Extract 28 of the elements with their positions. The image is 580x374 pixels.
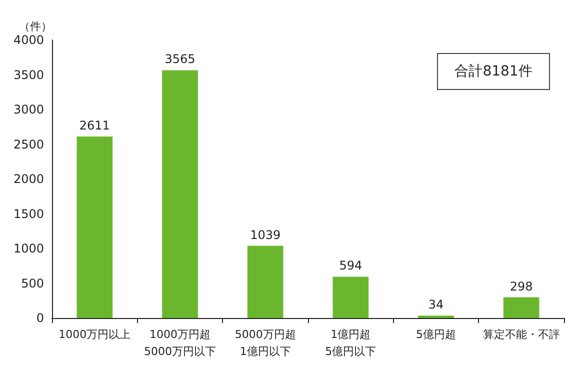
data-label: 1039: [250, 228, 281, 242]
annotation: 合計8181件: [454, 64, 532, 80]
x-tick-label: 5000万円超 1億円以下: [234, 328, 296, 358]
y-tick-label: 0: [36, 311, 44, 325]
data-label: 34: [428, 298, 444, 312]
x-tick-label: 1000万円超 5000万円以下: [144, 328, 216, 358]
x-tick-label: 1000万円以上: [58, 328, 131, 341]
y-axis-title: （件）: [19, 20, 52, 33]
data-label: 594: [339, 258, 362, 273]
x-tick-label: 算定不能・不評: [482, 328, 560, 341]
bar: [503, 297, 540, 318]
y-tick-label: 4000: [13, 33, 44, 47]
bar: [76, 136, 113, 318]
y-tick-label: 2500: [13, 137, 44, 152]
bar: [162, 70, 198, 318]
y-tick-label: 1000: [13, 242, 44, 256]
y-tick-label: 3500: [13, 68, 44, 82]
data-label: 3565: [164, 52, 196, 66]
bar: [247, 246, 284, 318]
y-tick-label: 1500: [13, 206, 44, 221]
data-label: 298: [510, 279, 533, 294]
y-tick-label: 3000: [13, 102, 44, 116]
x-tick-label: 5億円超: [416, 328, 456, 341]
bar: [332, 276, 369, 318]
y-tick-label: 2000: [13, 172, 44, 186]
y-tick-label: 500: [21, 276, 44, 290]
data-label: 2611: [79, 118, 110, 133]
x-tick-label: 1億円超 5億円以下: [325, 328, 376, 358]
